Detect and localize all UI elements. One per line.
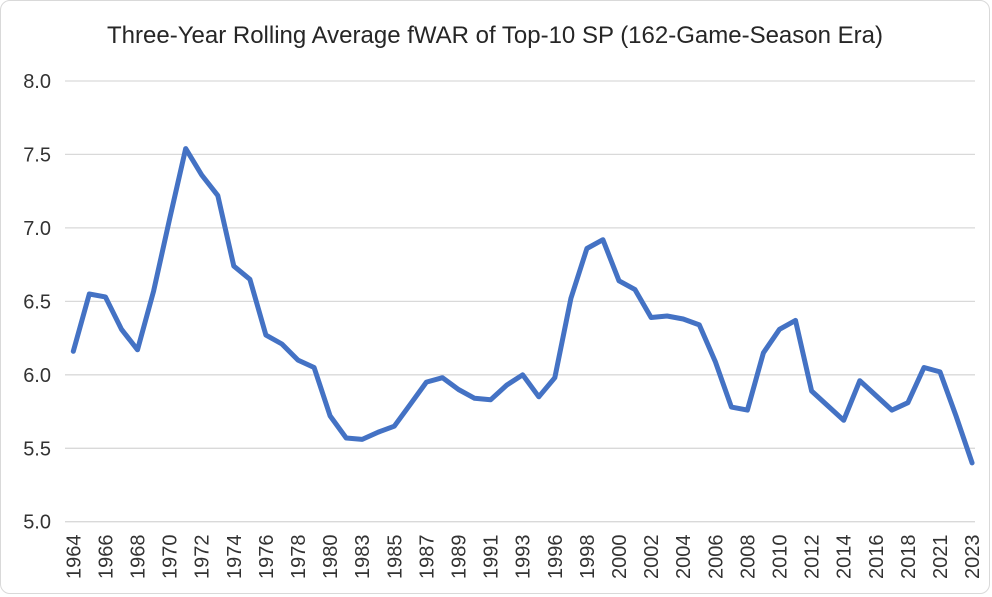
x-tick-label: 2023 (962, 535, 984, 580)
chart-title: Three-Year Rolling Average fWAR of Top-1… (107, 22, 883, 49)
x-tick-label: 1983 (352, 535, 374, 580)
x-tick-label: 2010 (770, 535, 792, 580)
x-tick-label: 2002 (641, 535, 663, 580)
x-tick-label: 2018 (898, 535, 920, 580)
x-tick-label: 1974 (224, 535, 246, 580)
y-tick-label: 8.0 (23, 71, 51, 93)
x-tick-label: 1966 (95, 535, 117, 580)
x-tick-label: 1964 (63, 535, 85, 580)
x-tick-label: 2016 (866, 535, 888, 580)
x-tick-label: 1989 (449, 535, 471, 580)
y-tick-label: 6.0 (23, 365, 51, 387)
data-series-group (70, 146, 975, 466)
x-tick-label: 1972 (192, 535, 214, 580)
x-axis-tick-labels: 1964 1966 1968 1970 1972 1974 1976 1978 1980 1983… (63, 535, 984, 580)
x-tick-label: 2000 (609, 535, 631, 580)
gridlines-group (65, 80, 975, 523)
x-tick-label: 1970 (160, 535, 182, 580)
y-tick-label: 7.0 (23, 218, 51, 240)
y-tick-label: 6.5 (23, 291, 51, 313)
x-tick-label: 1991 (481, 535, 503, 580)
x-tick-label: 1980 (320, 535, 342, 580)
x-tick-label: 1993 (513, 535, 535, 580)
x-tick-label: 1998 (577, 535, 599, 580)
y-axis-tick-labels: 8.0 7.5 7.0 6.5 6.0 5.5 5.0 (23, 71, 51, 534)
x-tick-label: 1996 (545, 535, 567, 580)
x-tick-label: 1978 (288, 535, 310, 580)
x-tick-label: 2004 (673, 535, 695, 580)
x-tick-label: 1968 (128, 535, 150, 580)
x-tick-label: 2006 (705, 535, 727, 580)
y-tick-label: 5.0 (23, 512, 51, 534)
y-tick-label: 7.5 (23, 144, 51, 166)
x-tick-label: 2008 (737, 535, 759, 580)
x-tick-label: 1976 (256, 535, 278, 580)
y-tick-label: 5.5 (23, 438, 51, 460)
x-tick-label: 1987 (416, 535, 438, 580)
data-series-line (70, 146, 975, 466)
x-tick-label: 2012 (802, 535, 824, 580)
x-tick-label: 2014 (834, 535, 856, 580)
x-tick-label: 1985 (384, 535, 406, 580)
x-tick-label: 2021 (930, 535, 952, 580)
